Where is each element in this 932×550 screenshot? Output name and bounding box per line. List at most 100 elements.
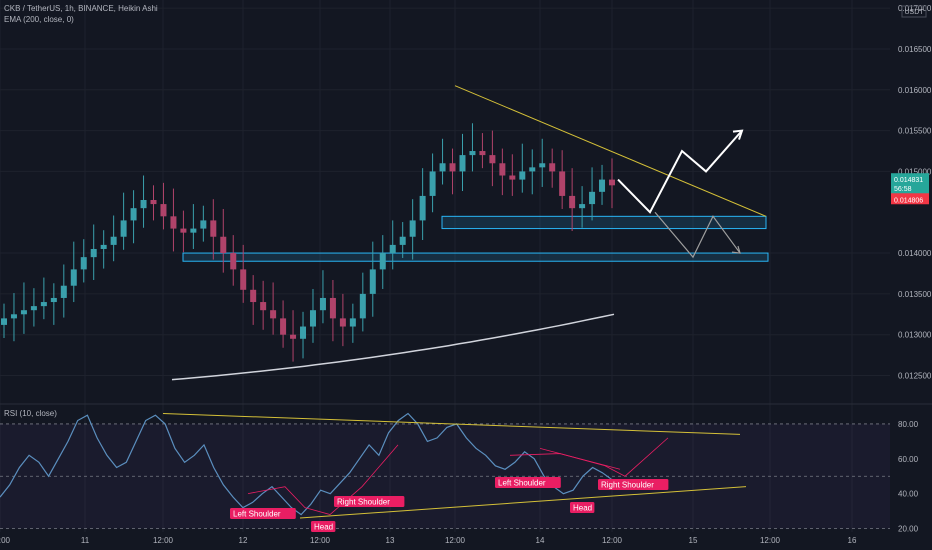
head-tag-1-bg	[311, 521, 336, 532]
candle-body	[429, 171, 436, 196]
projection-up-path	[617, 129, 743, 214]
rsi-tick-label: 40.00	[898, 490, 919, 499]
candle-body	[399, 236, 406, 245]
ema-price-tag	[891, 193, 929, 205]
candle-body	[280, 318, 287, 335]
candle-body	[270, 310, 277, 319]
candle-body	[290, 334, 297, 339]
price-tick-label: 0.014000	[898, 249, 932, 258]
time-axis-label: 16	[848, 536, 857, 545]
candle-body	[60, 285, 67, 298]
candle-body	[240, 269, 247, 290]
candle-body	[200, 220, 207, 229]
support-zone-upper	[441, 215, 767, 230]
candle-body	[579, 204, 586, 209]
rsi-line	[0, 412, 613, 516]
candle-body	[40, 302, 47, 307]
candle-body	[389, 244, 396, 254]
candle-body	[479, 151, 486, 156]
rsi-pattern-line-1	[247, 444, 399, 516]
candle-body	[349, 318, 356, 327]
candle-body	[70, 269, 77, 286]
head-tag-2: Head	[573, 504, 592, 513]
right-shoulder-tag-2: Right Shoulder	[601, 481, 654, 490]
projection-down-path	[654, 211, 741, 259]
candle-body	[20, 310, 27, 315]
rsi-pattern-neckline	[539, 447, 621, 470]
candle-body	[230, 253, 237, 270]
time-axis-label: 11	[81, 536, 90, 545]
candle-body	[10, 314, 17, 319]
price-tick-label: 0.016000	[898, 86, 932, 95]
candle-body	[339, 318, 346, 327]
price-tick-label: 0.016500	[898, 45, 932, 54]
candle-body	[30, 306, 37, 311]
rsi-trendline-top	[162, 412, 741, 435]
right-shoulder-tag-1: Right Shoulder	[337, 498, 390, 507]
chart-title: CKB / TetherUS, 1h, BINANCE, Heikin Ashi	[4, 4, 158, 13]
candle-body	[469, 151, 476, 156]
time-axis-label: 12:00	[445, 536, 466, 545]
candle-body	[329, 297, 336, 319]
candle-body	[559, 171, 566, 196]
candle-body	[549, 163, 556, 172]
price-tick-label: 0.012500	[898, 372, 932, 381]
last-price-tag	[891, 173, 929, 196]
candle-body	[529, 167, 536, 172]
candle-body	[359, 293, 366, 319]
time-axis-label: 12:00	[0, 536, 11, 545]
candle-body	[180, 228, 187, 233]
candle-body	[519, 171, 526, 180]
projection-up-arrowhead	[732, 129, 744, 140]
ema-price-value: 0.014806	[894, 197, 923, 204]
support-zone-lower	[182, 252, 769, 262]
candle-body	[509, 175, 516, 180]
head-tag-1: Head	[314, 523, 333, 532]
currency-label: USDT	[904, 9, 924, 16]
candle-body	[90, 248, 97, 258]
candle-body	[50, 297, 57, 303]
time-axis-label: 14	[536, 536, 545, 545]
price-tick-label: 0.013500	[898, 290, 932, 299]
candle-body	[150, 200, 157, 205]
candle-body	[120, 220, 127, 237]
candle-body	[100, 244, 107, 249]
ema-line	[171, 313, 615, 381]
price-tick-label: 0.017000	[898, 4, 932, 13]
candle-body	[170, 216, 177, 229]
candle-body	[250, 289, 257, 303]
rsi-tick-label: 80.00	[898, 420, 919, 429]
candle-body	[80, 257, 87, 270]
time-axis-label: 12:00	[310, 536, 331, 545]
candle-body	[110, 236, 117, 245]
descending-trendline	[454, 85, 767, 217]
candle-body	[210, 220, 217, 237]
candle-body	[260, 302, 267, 311]
time-axis-label: 12:00	[153, 536, 174, 545]
candle-body	[190, 228, 197, 233]
candle-body	[220, 236, 227, 254]
candle-body	[1, 318, 7, 325]
ema-legend: EMA (200, close, 0)	[4, 15, 74, 24]
right-shoulder-tag-2-bg	[598, 479, 669, 490]
candle-body	[319, 297, 326, 311]
head-tag-2-bg	[570, 502, 595, 513]
candle-body	[499, 163, 506, 176]
price-tick-label: 0.015000	[898, 167, 932, 176]
candle-body	[130, 208, 137, 221]
last-price-value: 0.014831	[894, 177, 923, 184]
currency-box	[901, 5, 927, 18]
rsi-tick-label: 20.00	[898, 525, 919, 534]
candle-body	[439, 163, 446, 172]
time-axis-label: 13	[386, 536, 395, 545]
left-shoulder-tag-2-bg	[495, 477, 561, 488]
rsi-tick-label: 60.00	[898, 455, 919, 464]
candle-body	[309, 310, 316, 327]
rsi-pattern-line-2	[509, 437, 669, 477]
candle-body	[489, 155, 496, 164]
left-shoulder-tag-1: Left Shoulder	[233, 510, 281, 519]
projection-down-arrowhead	[731, 245, 741, 254]
bar-countdown: 56:58	[894, 186, 912, 193]
candle-body	[539, 163, 546, 168]
